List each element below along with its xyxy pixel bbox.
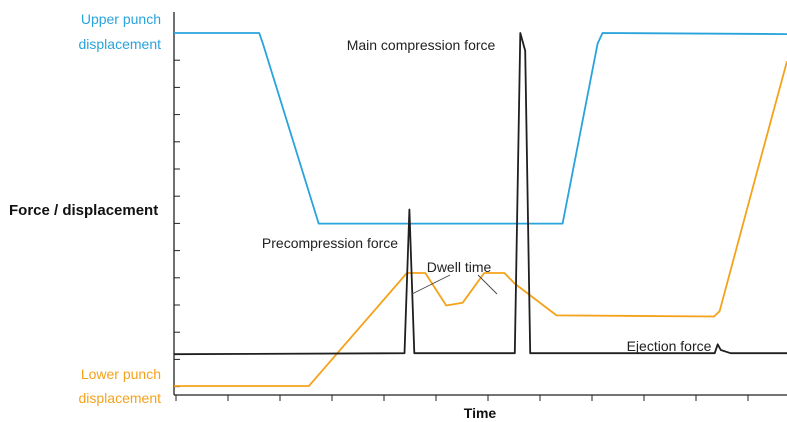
upper-punch-label-line2: displacement <box>79 36 162 52</box>
series-layer <box>173 32 787 387</box>
precompression-label: Precompression force <box>262 235 398 251</box>
series-line-lower <box>174 60 787 387</box>
y-axis-ticks <box>174 32 180 388</box>
x-axis-title: Time <box>464 405 497 421</box>
upper-punch-label-line1: Upper punch <box>81 11 161 27</box>
lower-punch-label-line2: displacement <box>79 390 162 406</box>
lower-punch-label-line1: Lower punch <box>81 366 161 382</box>
x-axis-ticks <box>175 395 749 401</box>
series-line-force <box>173 32 787 356</box>
y-axis-title: Force / displacement <box>9 202 158 219</box>
dwell-leader-right <box>477 274 498 295</box>
ejection-force-label: Ejection force <box>627 338 712 354</box>
dwell-time-label: Dwell time <box>427 259 492 275</box>
main-compression-label: Main compression force <box>347 37 496 53</box>
series-line-upper <box>174 32 787 225</box>
dwell-leader-left <box>411 274 451 295</box>
